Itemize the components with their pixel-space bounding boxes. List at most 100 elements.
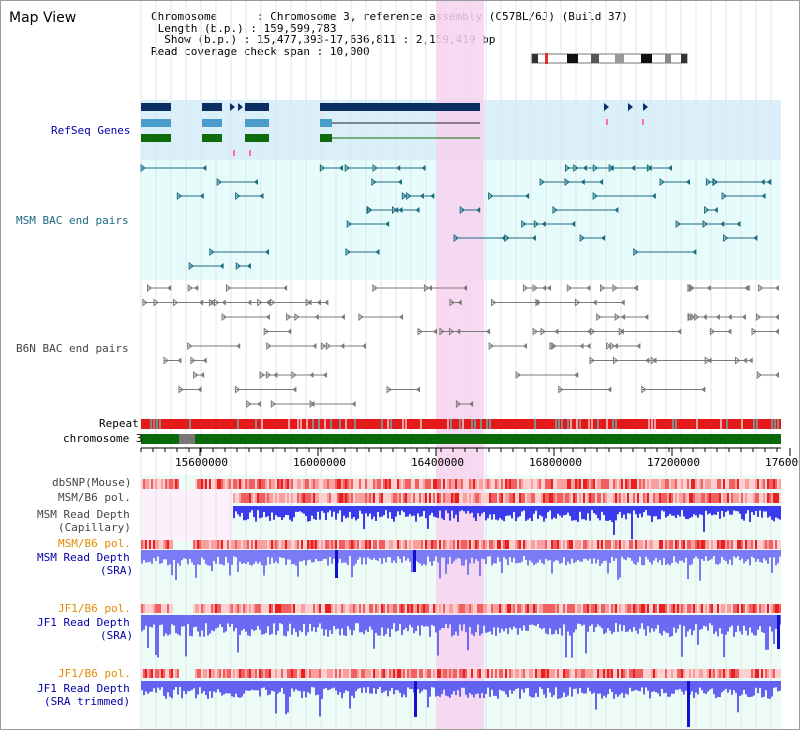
dbsnp-cell	[609, 479, 611, 489]
b6n-bac-end	[187, 342, 193, 350]
dbsnp-cell	[719, 479, 721, 489]
chromosome-bar[interactable]	[141, 434, 781, 444]
msm-b6-pol-sra-cell	[503, 540, 505, 549]
b6n-bac-end	[566, 284, 573, 292]
msm-b6-pol-cap-cell	[529, 493, 531, 503]
msm-depth-sra-bar	[677, 550, 679, 564]
b6n-bac-end	[340, 343, 345, 349]
jf1-depth-sra-bar	[547, 615, 549, 635]
b6n-bac-end	[469, 401, 474, 407]
msm-b6-pol-capillary-label[interactable]: MSM/B6 pol.	[58, 491, 131, 504]
msm-bac-end	[583, 165, 588, 171]
msm-depth-sra-bar	[557, 550, 559, 561]
jf1-depth-trim-bar	[469, 681, 471, 694]
msm-bac-end	[651, 193, 656, 199]
jf1-b6-pol-2-cell	[323, 669, 325, 678]
jf1-b6-pol-2-cell	[447, 669, 449, 678]
jf1-b6-pol-cell	[523, 604, 525, 613]
msm-b6-pol-sra-cell	[497, 540, 499, 549]
jf1-depth-sra-bar	[329, 615, 331, 631]
jf1-b6-pol-cell	[465, 604, 467, 613]
msm-depth-sra-bar	[221, 550, 223, 565]
jf1-depth-trim-label[interactable]: JF1 Read Depth	[37, 682, 130, 695]
dbsnp-label[interactable]: dbSNP(Mouse)	[52, 476, 132, 489]
chromosome-label[interactable]: chromosome 3	[63, 432, 143, 445]
dbsnp-cell	[329, 479, 331, 489]
msm-bac-track[interactable]	[140, 164, 772, 270]
jf1-b6-pol-cell	[259, 604, 261, 613]
jf1-b6-pol-label[interactable]: JF1/B6 pol.	[58, 602, 131, 615]
jf1-b6-pol-cell	[201, 604, 203, 613]
jf1-depth-trim-bar	[497, 681, 499, 699]
jf1-depth-trim-bar	[575, 681, 577, 689]
dbsnp-cell	[369, 479, 371, 489]
dbsnp-cell	[595, 479, 597, 489]
b6n-bac-track[interactable]	[142, 284, 779, 408]
jf1-depth-trim-bar	[355, 681, 357, 692]
msm-depth-sra-bar	[639, 550, 641, 557]
jf1-depth-trim-bar	[403, 681, 405, 695]
msm-depth-sra-bar	[385, 550, 387, 563]
msm-depth-cap-bar	[705, 506, 707, 511]
dbsnp-cell	[333, 479, 335, 489]
msm-depth-sra-bar	[615, 550, 617, 559]
chromosome-ideogram[interactable]	[531, 53, 688, 64]
dbsnp-cell	[559, 479, 561, 489]
msm-b6-pol-sra-cell	[771, 540, 773, 549]
jf1-b6-pol-2-cell	[425, 669, 427, 678]
refseq-label[interactable]: RefSeq Genes	[51, 124, 131, 137]
read-depth-tracks[interactable]	[141, 506, 781, 727]
coverage-key: Read coverage check span	[151, 44, 310, 58]
msm-b6-pol-sra-cell	[219, 540, 221, 549]
refseq-genes-track[interactable]	[141, 103, 648, 156]
msm-depth-cap-bar	[405, 506, 407, 517]
jf1-depth-sra-bar	[257, 615, 259, 626]
jf1-depth-sra-bar	[293, 615, 295, 629]
jf1-depth-sra-bar	[653, 615, 655, 632]
msm-b6-pol-sra-cell	[353, 540, 355, 549]
msm-depth-cap-bar	[263, 506, 265, 512]
jf1-depth-trim-bar	[349, 681, 351, 709]
dbsnp-cell	[737, 479, 739, 489]
msm-depth-cap-bar	[529, 506, 531, 519]
msm-depth-sra-label[interactable]: MSM Read Depth	[37, 551, 130, 564]
msm-depth-cap-bar	[299, 506, 301, 512]
msm-depth-cap-bar	[477, 506, 479, 514]
jf1-depth-trim-bar	[213, 681, 215, 692]
msm-b6-pol-sra-cell	[445, 540, 447, 549]
jf1-depth-trim-bar	[659, 681, 661, 697]
msm-depth-sra-bar	[499, 550, 501, 562]
jf1-b6-pol-cell	[355, 604, 357, 613]
jf1-b6-pol-2-cell	[559, 669, 561, 678]
msm-b6-pol-cap-cell	[343, 493, 345, 503]
dbsnp-cell	[357, 479, 359, 489]
b6n-bac-end	[587, 328, 592, 335]
jf1-b6-pol-cell	[599, 604, 601, 613]
msm-bac-label[interactable]: MSM BAC end pairs	[16, 214, 129, 227]
msm-depth-sra-bar	[573, 550, 575, 564]
repeat-label[interactable]: Repeat	[99, 417, 139, 430]
msm-b6-pol-sra-cell	[373, 540, 375, 549]
b6n-bac-label[interactable]: B6N BAC end pairs	[16, 342, 129, 355]
repeat-track[interactable]	[141, 419, 781, 429]
msm-b6-pol-cap-cell	[333, 493, 335, 503]
msm-b6-pol-sra-label[interactable]: MSM/B6 pol.	[58, 537, 131, 550]
jf1-depth-trim-bar	[551, 681, 553, 698]
msm-b6-pol-sra-cell	[653, 540, 655, 549]
msm-b6-pol-cap-cell	[589, 493, 591, 503]
msm-depth-capillary-label[interactable]: MSM Read Depth	[37, 508, 130, 521]
msm-b6-pol-sra-cell	[411, 540, 413, 549]
dbsnp-cell	[773, 479, 775, 489]
polymorphism-tracks[interactable]	[141, 479, 781, 678]
jf1-b6-pol-cell	[589, 604, 591, 613]
dbsnp-cell	[457, 479, 459, 489]
b6n-bac-end	[756, 371, 763, 379]
dbsnp-cell	[673, 479, 675, 489]
jf1-depth-sra-bar	[559, 615, 561, 629]
msm-depth-cap-bar	[607, 506, 609, 521]
jf1-depth-sra-label[interactable]: JF1 Read Depth	[37, 616, 130, 629]
jf1-b6-pol-2-label[interactable]: JF1/B6 pol.	[58, 667, 131, 680]
dbsnp-cell	[525, 479, 527, 489]
msm-b6-pol-sra-cell	[685, 540, 687, 549]
